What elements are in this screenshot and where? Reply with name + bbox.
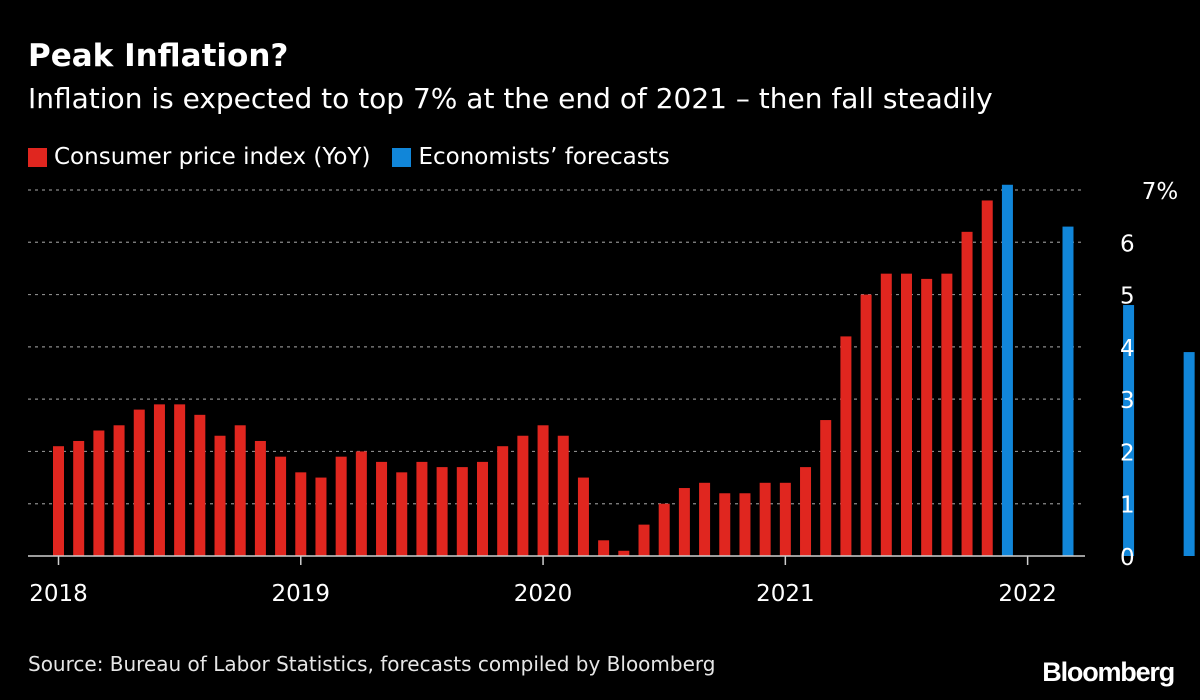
cpi-bar <box>981 200 993 556</box>
cpi-bar <box>254 440 266 556</box>
cpi-bar <box>941 273 953 556</box>
legend-item-cpi: Consumer price index (YoY) <box>28 144 370 170</box>
y-tick-label: 0 <box>1120 545 1135 571</box>
cpi-bar <box>376 461 388 556</box>
cpi-bar <box>719 493 731 556</box>
cpi-bar <box>658 503 670 556</box>
cpi-bar <box>416 461 428 556</box>
bars <box>53 184 1195 556</box>
x-tick-label: 2020 <box>514 581 573 607</box>
y-tick-label: 6 <box>1120 231 1135 257</box>
x-tick-label: 2019 <box>272 581 331 607</box>
cpi-bar <box>73 440 85 556</box>
y-tick-label: 1 <box>1120 493 1135 519</box>
y-tick-label: 2 <box>1120 440 1135 466</box>
forecast-bar <box>1001 184 1013 556</box>
cpi-bar <box>153 404 165 556</box>
cpi-bar <box>275 456 287 556</box>
chart-title: Peak Inflation? <box>28 38 289 74</box>
cpi-bar <box>53 446 64 556</box>
cpi-bar <box>820 420 832 556</box>
y-tick-label: 3 <box>1120 388 1135 414</box>
cpi-bar <box>174 404 186 556</box>
cpi-bar <box>456 467 468 556</box>
y-tick-label: 7% <box>1142 179 1179 205</box>
cpi-bar <box>194 414 206 556</box>
source-note: Source: Bureau of Labor Statistics, fore… <box>28 652 716 676</box>
cpi-bar <box>678 488 690 556</box>
cpi-bar <box>517 435 529 556</box>
cpi-bar <box>860 294 872 556</box>
cpi-bar <box>739 493 751 556</box>
cpi-bar <box>618 550 630 556</box>
cpi-bar <box>699 482 711 556</box>
cpi-bar <box>840 336 852 556</box>
x-tick-label: 2021 <box>756 581 815 607</box>
cpi-bar <box>335 456 347 556</box>
cpi-bar <box>800 467 812 556</box>
bloomberg-logo: Bloomberg <box>1042 657 1175 687</box>
cpi-bar <box>598 540 610 556</box>
cpi-bar <box>214 435 226 556</box>
cpi-bar <box>900 273 912 556</box>
cpi-bar <box>133 409 145 556</box>
cpi-bar <box>436 467 448 556</box>
cpi-bar <box>497 446 509 556</box>
cpi-bar <box>759 482 771 556</box>
y-tick-label: 5 <box>1120 284 1135 310</box>
forecast-bar <box>1062 226 1074 556</box>
chart-subtitle: Inflation is expected to top 7% at the e… <box>28 82 993 115</box>
cpi-bar <box>921 278 933 556</box>
cpi-bar <box>880 273 892 556</box>
cpi-bar <box>577 477 589 556</box>
cpi-bar <box>638 524 650 556</box>
cpi-bar <box>234 425 246 556</box>
legend-label-forecasts: Economists’ forecasts <box>418 144 670 170</box>
legend-item-forecasts: Economists’ forecasts <box>392 144 670 170</box>
forecast-bar <box>1123 305 1135 556</box>
cpi-bar <box>93 430 105 556</box>
cpi-bar <box>295 472 307 556</box>
forecast-bar <box>1183 352 1195 556</box>
legend-label-cpi: Consumer price index (YoY) <box>54 144 371 170</box>
x-axis: 201820192020202120222023 <box>28 555 1085 607</box>
cpi-bar <box>315 477 327 556</box>
x-tick-label: 2018 <box>29 581 88 607</box>
cpi-bar <box>779 482 791 556</box>
cpi-bar <box>113 425 125 556</box>
cpi-bar <box>961 231 973 556</box>
x-tick-label: 2022 <box>998 581 1057 607</box>
y-axis-labels: 0 1 2 3 4 5 6 7% <box>1120 179 1178 571</box>
cpi-bar <box>355 451 367 556</box>
cpi-bar <box>476 461 488 556</box>
cpi-bar <box>537 425 549 556</box>
legend: Consumer price index (YoY) Economists’ f… <box>28 140 692 174</box>
cpi-bar <box>396 472 408 556</box>
legend-swatch-cpi <box>28 147 47 167</box>
legend-swatch-forecasts <box>392 147 412 167</box>
cpi-bar <box>557 435 569 556</box>
y-tick-label: 4 <box>1120 336 1135 362</box>
